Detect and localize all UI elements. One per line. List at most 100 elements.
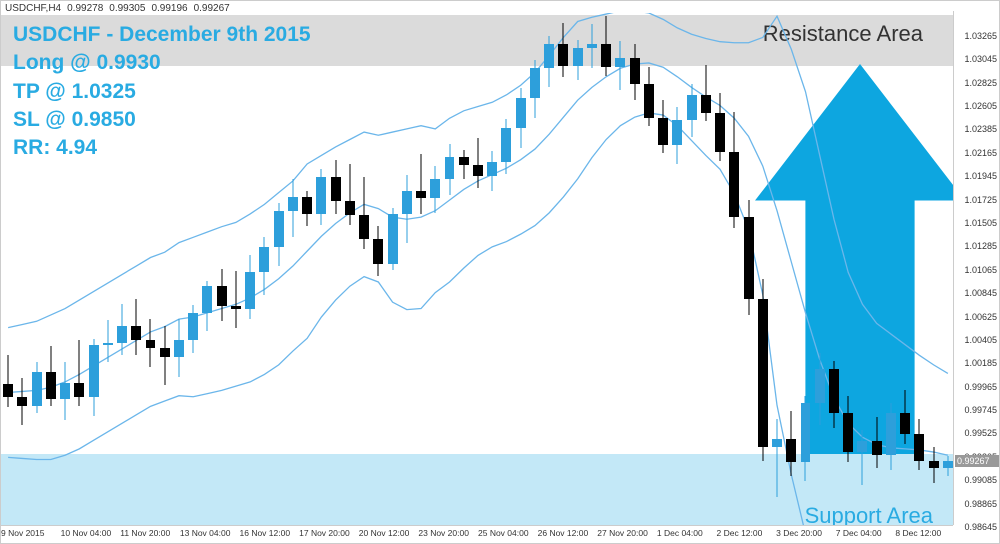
candle: [487, 151, 497, 190]
candle: [46, 346, 56, 407]
candle: [359, 177, 369, 249]
price-tick: 1.01065: [964, 265, 997, 275]
candle: [259, 237, 269, 294]
price-tick: 1.01505: [964, 218, 997, 228]
price-tick: 1.00185: [964, 358, 997, 368]
time-tick: 20 Nov 12:00: [359, 526, 410, 538]
candle: [217, 269, 227, 321]
candle: [544, 36, 554, 87]
candle: [131, 299, 141, 355]
candle: [501, 119, 511, 173]
time-scale: 9 Nov 2015 10 Nov 04:00 11 Nov 20:00 13 Nov…: [1, 525, 953, 543]
price-tick: 0.98865: [964, 499, 997, 509]
time-tick: 10 Nov 04:00: [61, 526, 112, 538]
candle: [658, 100, 668, 153]
candle: [729, 112, 739, 228]
time-tick: 11 Nov 20:00: [120, 526, 170, 538]
candle: [900, 390, 910, 443]
price-tick: 0.99085: [964, 475, 997, 485]
candle: [459, 150, 469, 179]
candle: [615, 41, 625, 90]
info-tp: TP @ 1.0325: [13, 78, 311, 106]
time-tick: 1 Dec 04:00: [657, 526, 703, 538]
candle: [202, 281, 212, 331]
price-tick: 1.03045: [964, 54, 997, 64]
time-tick: 13 Nov 04:00: [180, 526, 231, 538]
candle: [373, 226, 383, 276]
candle: [558, 23, 568, 77]
candle: [402, 175, 412, 243]
candle: [430, 166, 440, 213]
candle: [744, 200, 754, 315]
time-tick: 9 Nov 2015: [1, 526, 44, 538]
candle: [174, 319, 184, 376]
time-tick: 2 Dec 12:00: [717, 526, 763, 538]
candle: [815, 353, 825, 425]
candle: [886, 403, 896, 470]
time-tick: 25 Nov 04:00: [478, 526, 529, 538]
candle: [715, 93, 725, 161]
candle: [146, 319, 156, 367]
candle: [516, 88, 526, 148]
candle: [644, 67, 654, 125]
time-tick: 17 Nov 20:00: [299, 526, 350, 538]
candle: [843, 396, 853, 462]
price-tick: 0.98645: [964, 522, 997, 532]
candle: [601, 16, 611, 76]
candle: [274, 203, 284, 266]
candle: [801, 396, 811, 481]
candle: [701, 65, 711, 121]
time-tick: 23 Nov 20:00: [418, 526, 469, 538]
candle: [672, 107, 682, 164]
price-tick: 1.00845: [964, 288, 997, 298]
candle: [3, 355, 13, 407]
candle: [388, 208, 398, 271]
price-tick: 1.03265: [964, 31, 997, 41]
candle: [929, 447, 939, 483]
candle: [17, 378, 27, 426]
candle: [829, 361, 839, 428]
candle: [302, 191, 312, 226]
candle: [60, 362, 70, 420]
price-scale: 0.986450.988650.990850.993050.995250.997…: [953, 11, 999, 525]
candle: [943, 456, 953, 476]
candle: [872, 417, 882, 468]
candle: [530, 60, 540, 118]
candle: [160, 326, 170, 386]
price-tick: 1.00405: [964, 335, 997, 345]
candle: [288, 179, 298, 237]
candle: [786, 411, 796, 477]
time-tick: 3 Dec 20:00: [776, 526, 822, 538]
candle: [345, 164, 355, 225]
candle: [914, 419, 924, 470]
price-tick: 1.01285: [964, 241, 997, 251]
info-title: USDCHF - December 9th 2015: [13, 21, 311, 49]
candle: [245, 255, 255, 319]
candle: [416, 154, 426, 214]
info-sl: SL @ 0.9850: [13, 106, 311, 134]
candle: [758, 279, 768, 461]
candle: [687, 84, 697, 137]
candle: [857, 430, 867, 485]
price-tick: 1.01725: [964, 195, 997, 205]
candle: [772, 419, 782, 497]
trade-info-box: USDCHF - December 9th 2015 Long @ 0.9930…: [13, 21, 311, 163]
candle: [316, 169, 326, 224]
time-tick: 8 Dec 12:00: [895, 526, 941, 538]
price-tick: 1.02385: [964, 124, 997, 134]
candle: [630, 44, 640, 100]
info-entry: Long @ 0.9930: [13, 49, 311, 77]
candle: [188, 305, 198, 353]
price-tick: 0.99745: [964, 405, 997, 415]
candle: [103, 320, 113, 361]
candle: [573, 40, 583, 80]
price-tick: 1.02825: [964, 78, 997, 88]
candle: [587, 24, 597, 69]
info-rr: RR: 4.94: [13, 134, 311, 162]
time-tick: 26 Nov 12:00: [538, 526, 589, 538]
price-tick: 1.02165: [964, 148, 997, 158]
candle: [231, 271, 241, 327]
candle: [74, 340, 84, 406]
price-tick: 0.99525: [964, 428, 997, 438]
candle: [331, 160, 341, 214]
